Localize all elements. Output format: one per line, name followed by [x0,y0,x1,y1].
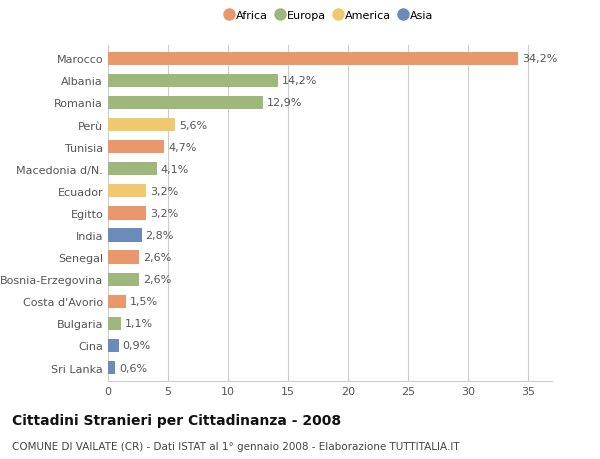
Bar [108,339,119,353]
Text: 0,6%: 0,6% [119,363,147,373]
Legend: Africa, Europa, America, Asia: Africa, Europa, America, Asia [224,8,436,23]
Text: Cittadini Stranieri per Cittadinanza - 2008: Cittadini Stranieri per Cittadinanza - 2… [12,413,341,427]
Bar [108,185,146,198]
Bar [108,207,146,220]
Bar [108,361,115,375]
Text: 0,9%: 0,9% [122,341,151,351]
Text: 4,7%: 4,7% [168,142,196,152]
Bar [108,52,518,66]
Text: 5,6%: 5,6% [179,120,207,130]
Bar [108,118,175,132]
Text: 1,1%: 1,1% [125,319,153,329]
Bar [108,74,278,88]
Bar [108,96,263,110]
Bar [108,295,126,308]
Text: 34,2%: 34,2% [522,54,557,64]
Text: 2,6%: 2,6% [143,252,171,263]
Text: 3,2%: 3,2% [150,186,178,196]
Bar [108,229,142,242]
Text: 3,2%: 3,2% [150,208,178,218]
Text: 1,5%: 1,5% [130,297,158,307]
Bar [108,273,139,286]
Bar [108,317,121,330]
Bar [108,251,139,264]
Bar [108,141,164,154]
Text: 12,9%: 12,9% [266,98,302,108]
Text: 2,8%: 2,8% [145,230,173,241]
Text: 14,2%: 14,2% [282,76,317,86]
Bar [108,163,157,176]
Text: 2,6%: 2,6% [143,274,171,285]
Text: COMUNE DI VAILATE (CR) - Dati ISTAT al 1° gennaio 2008 - Elaborazione TUTTITALIA: COMUNE DI VAILATE (CR) - Dati ISTAT al 1… [12,441,460,451]
Text: 4,1%: 4,1% [161,164,189,174]
